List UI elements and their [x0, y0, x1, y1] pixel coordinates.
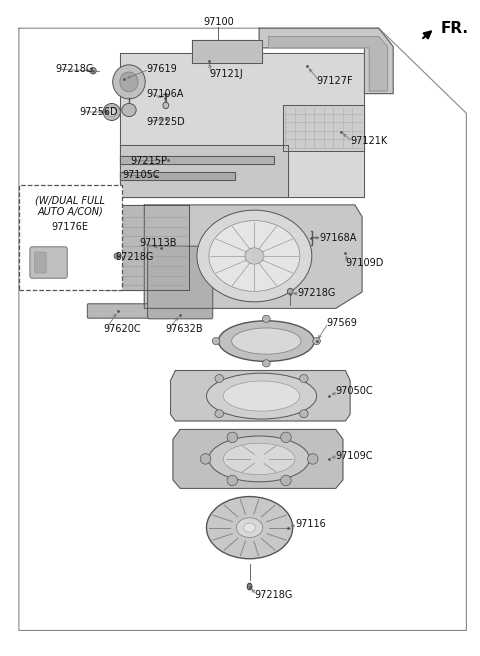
- Ellipse shape: [215, 410, 224, 418]
- Polygon shape: [120, 173, 235, 180]
- Text: 97109C: 97109C: [336, 451, 373, 461]
- Ellipse shape: [308, 454, 318, 464]
- Polygon shape: [19, 28, 467, 630]
- Ellipse shape: [300, 410, 308, 418]
- Ellipse shape: [206, 373, 317, 419]
- Polygon shape: [144, 205, 362, 308]
- Polygon shape: [104, 205, 189, 290]
- Ellipse shape: [245, 248, 264, 264]
- Ellipse shape: [227, 475, 238, 485]
- Ellipse shape: [212, 337, 220, 344]
- Ellipse shape: [103, 104, 120, 121]
- Ellipse shape: [218, 321, 314, 361]
- Text: 97225D: 97225D: [147, 117, 185, 127]
- Text: AUTO A/CON): AUTO A/CON): [37, 207, 103, 216]
- Polygon shape: [173, 430, 343, 488]
- Ellipse shape: [197, 210, 312, 302]
- Text: 97632B: 97632B: [166, 324, 204, 335]
- Ellipse shape: [243, 523, 255, 532]
- Polygon shape: [120, 145, 288, 197]
- Text: 97176E: 97176E: [51, 222, 89, 232]
- Text: 97113B: 97113B: [140, 238, 177, 248]
- Ellipse shape: [263, 316, 270, 323]
- Text: 97218G: 97218G: [254, 590, 293, 600]
- Polygon shape: [120, 156, 274, 165]
- FancyBboxPatch shape: [35, 252, 46, 273]
- Text: FR.: FR.: [441, 22, 469, 36]
- Ellipse shape: [227, 432, 238, 443]
- Ellipse shape: [122, 104, 136, 117]
- Ellipse shape: [200, 454, 211, 464]
- Text: 97121J: 97121J: [209, 69, 243, 79]
- Ellipse shape: [215, 375, 224, 382]
- Ellipse shape: [288, 289, 293, 295]
- Text: 97256D: 97256D: [80, 107, 118, 117]
- Ellipse shape: [300, 375, 308, 382]
- Ellipse shape: [206, 497, 293, 559]
- Text: 97215P: 97215P: [130, 156, 167, 166]
- Ellipse shape: [223, 381, 300, 411]
- Ellipse shape: [107, 108, 117, 117]
- Polygon shape: [170, 371, 350, 421]
- Ellipse shape: [281, 432, 291, 443]
- Ellipse shape: [313, 337, 321, 344]
- FancyBboxPatch shape: [30, 247, 67, 278]
- Ellipse shape: [163, 102, 168, 109]
- Text: 97218G: 97218G: [56, 64, 94, 74]
- Text: 97619: 97619: [147, 64, 178, 74]
- Text: 97620C: 97620C: [104, 324, 141, 335]
- FancyBboxPatch shape: [87, 304, 149, 318]
- Text: 97106A: 97106A: [147, 89, 184, 98]
- Text: (W/DUAL FULL: (W/DUAL FULL: [35, 195, 105, 205]
- Polygon shape: [269, 37, 387, 91]
- Ellipse shape: [209, 436, 310, 482]
- Polygon shape: [192, 40, 262, 63]
- Text: 97116: 97116: [295, 520, 326, 529]
- Polygon shape: [283, 106, 364, 152]
- Ellipse shape: [232, 328, 301, 354]
- Ellipse shape: [114, 253, 120, 259]
- Text: 97168A: 97168A: [319, 233, 356, 243]
- Text: 97050C: 97050C: [336, 386, 373, 396]
- Bar: [19, 185, 122, 290]
- Ellipse shape: [263, 359, 270, 367]
- Text: 97569: 97569: [326, 318, 357, 328]
- Text: 97121K: 97121K: [350, 136, 387, 146]
- Ellipse shape: [281, 475, 291, 485]
- Polygon shape: [259, 28, 393, 94]
- Text: 97105C: 97105C: [123, 171, 160, 180]
- Ellipse shape: [120, 72, 138, 92]
- Text: 97218G: 97218G: [116, 253, 154, 262]
- Text: 97127F: 97127F: [317, 75, 353, 85]
- Ellipse shape: [247, 583, 252, 590]
- Text: 97218G: 97218G: [298, 288, 336, 298]
- Polygon shape: [120, 53, 364, 197]
- Ellipse shape: [113, 65, 145, 99]
- Text: 97109D: 97109D: [345, 258, 384, 268]
- Ellipse shape: [90, 68, 96, 74]
- Ellipse shape: [223, 443, 295, 475]
- Ellipse shape: [237, 518, 263, 537]
- Ellipse shape: [209, 220, 300, 291]
- FancyBboxPatch shape: [148, 246, 213, 319]
- Text: 97100: 97100: [203, 17, 234, 28]
